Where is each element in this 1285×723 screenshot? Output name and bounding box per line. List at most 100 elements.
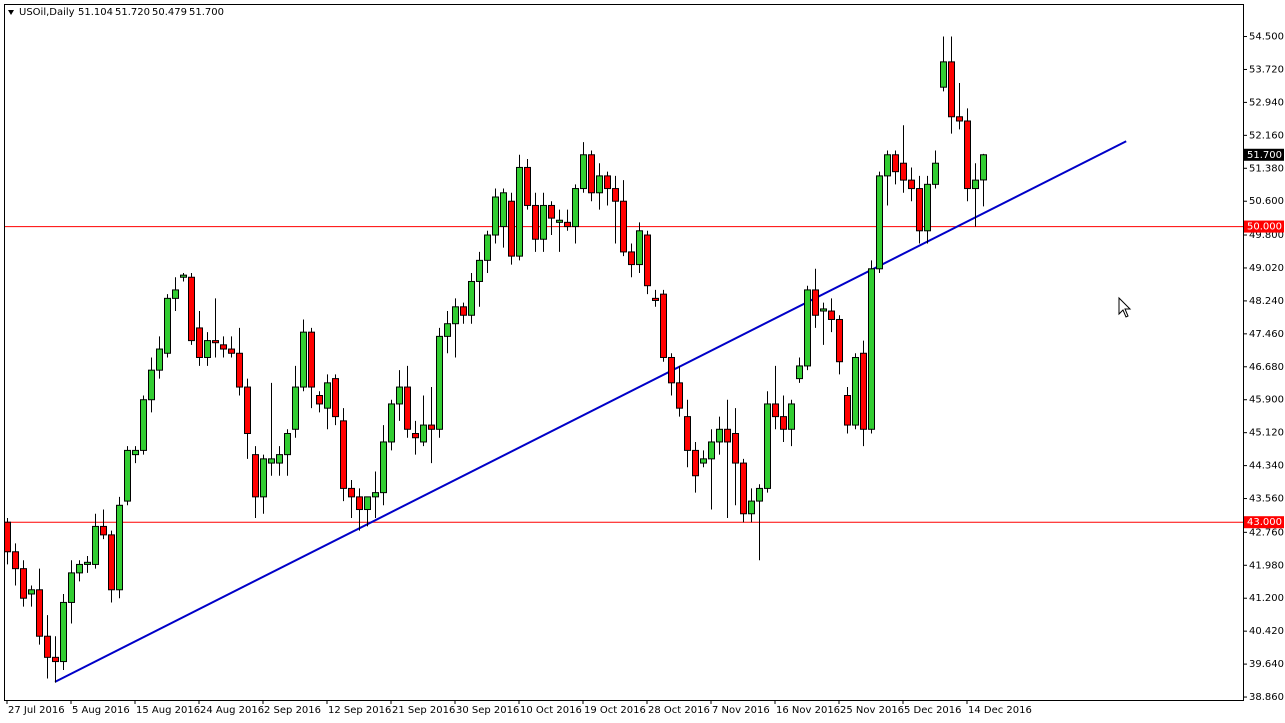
x-tick-label: 2 Sep 2016 xyxy=(264,705,321,716)
candle-body xyxy=(76,563,83,574)
candle-body xyxy=(212,340,219,344)
candle-body xyxy=(828,310,835,320)
y-tick-label: 41.200 xyxy=(1249,593,1284,604)
candle-body xyxy=(980,154,987,181)
candle-body xyxy=(196,327,203,358)
candle-body xyxy=(380,441,387,494)
candle-body xyxy=(652,297,659,301)
candle-body xyxy=(188,276,195,342)
y-tick-label: 47.460 xyxy=(1249,329,1284,340)
candle-body xyxy=(732,433,739,464)
candle-body xyxy=(548,204,555,219)
dropdown-arrow[interactable] xyxy=(8,10,14,15)
candle-body xyxy=(132,449,139,456)
candle-body xyxy=(788,403,795,430)
candle-body xyxy=(716,428,723,443)
header-value: 51.700 xyxy=(189,7,224,18)
x-tick-label: 15 Aug 2016 xyxy=(136,705,200,716)
candle-body xyxy=(924,183,931,232)
candle-body xyxy=(164,297,171,354)
candle-body xyxy=(684,416,691,451)
x-tick-label: 28 Oct 2016 xyxy=(648,705,710,716)
candle-body xyxy=(820,308,827,312)
y-tick-label: 41.980 xyxy=(1249,560,1284,571)
symbol-title: USOil,Daily xyxy=(19,7,75,18)
candle-body xyxy=(948,61,955,118)
candle-body xyxy=(764,403,771,489)
candle-body xyxy=(84,561,91,565)
candle-body xyxy=(620,200,627,253)
x-tick-label: 27 Jul 2016 xyxy=(8,705,65,716)
candle-body xyxy=(692,449,699,477)
candle-body xyxy=(140,399,147,451)
candle-body xyxy=(700,458,707,464)
y-tick-label: 54.500 xyxy=(1249,32,1284,43)
y-tick-label: 43.560 xyxy=(1249,494,1284,505)
candle-body xyxy=(516,166,523,257)
x-tick-label: 16 Nov 2016 xyxy=(776,705,840,716)
y-tick-label: 51.380 xyxy=(1249,163,1284,174)
candle-body xyxy=(772,403,779,418)
candle-body xyxy=(524,166,531,206)
header-value: 51.104 xyxy=(78,7,113,18)
y-tick-label: 50.600 xyxy=(1249,196,1284,207)
x-tick-label: 10 Oct 2016 xyxy=(520,705,582,716)
last-price-label: 51.700 xyxy=(1247,150,1282,161)
candle-body xyxy=(580,154,587,190)
candle-body xyxy=(908,179,915,190)
y-tick-label: 53.720 xyxy=(1249,64,1284,75)
candle-body xyxy=(428,424,435,430)
y-tick-label: 42.760 xyxy=(1249,527,1284,538)
x-tick-label: 25 Nov 2016 xyxy=(840,705,904,716)
candle-body xyxy=(556,219,563,223)
candle-body xyxy=(956,116,963,122)
candle-body xyxy=(372,492,379,498)
candle-body xyxy=(356,496,363,511)
candle-body xyxy=(868,268,875,430)
candle-body xyxy=(12,551,19,570)
candle-body xyxy=(852,356,859,426)
candle-body xyxy=(596,175,603,194)
candle-body xyxy=(172,289,179,299)
candle-body xyxy=(884,154,891,177)
candle-body xyxy=(932,162,939,185)
candle-body xyxy=(500,192,507,228)
candle-body xyxy=(108,534,115,591)
y-tick-label: 44.340 xyxy=(1249,461,1284,472)
candle-body xyxy=(332,378,339,418)
candle-body xyxy=(396,386,403,405)
candle-body xyxy=(284,433,291,456)
candle-body xyxy=(252,454,259,498)
candle-body xyxy=(836,318,843,363)
x-tick-label: 24 Aug 2016 xyxy=(200,705,264,716)
level-label: 43.000 xyxy=(1247,517,1282,528)
level-label-box xyxy=(1244,516,1284,529)
y-tick-label: 49.800 xyxy=(1249,230,1284,241)
candle-body xyxy=(604,175,611,190)
candle-body xyxy=(180,274,187,278)
candle-body xyxy=(4,521,11,553)
candle-body xyxy=(148,369,155,401)
candle-body xyxy=(916,188,923,232)
y-tick-label: 48.240 xyxy=(1249,296,1284,307)
candle-body xyxy=(268,458,275,464)
candle-body xyxy=(340,420,347,489)
candle-body xyxy=(236,352,243,388)
candle-body xyxy=(156,348,163,371)
y-tick-label: 38.860 xyxy=(1249,692,1284,703)
trendline xyxy=(54,140,1127,683)
y-tick-label: 52.160 xyxy=(1249,130,1284,141)
y-tick-label: 49.020 xyxy=(1249,263,1284,274)
level-label: 50.000 xyxy=(1247,222,1282,233)
candle-body xyxy=(748,500,755,515)
candle-body xyxy=(28,589,35,595)
candle-body xyxy=(476,259,483,282)
candle-body xyxy=(860,352,867,430)
x-tick-label: 7 Nov 2016 xyxy=(712,705,770,716)
candle-body xyxy=(844,395,851,426)
candle-body xyxy=(572,188,579,228)
candle-body xyxy=(116,504,123,591)
candle-body xyxy=(324,382,331,409)
candle-body xyxy=(740,462,747,515)
